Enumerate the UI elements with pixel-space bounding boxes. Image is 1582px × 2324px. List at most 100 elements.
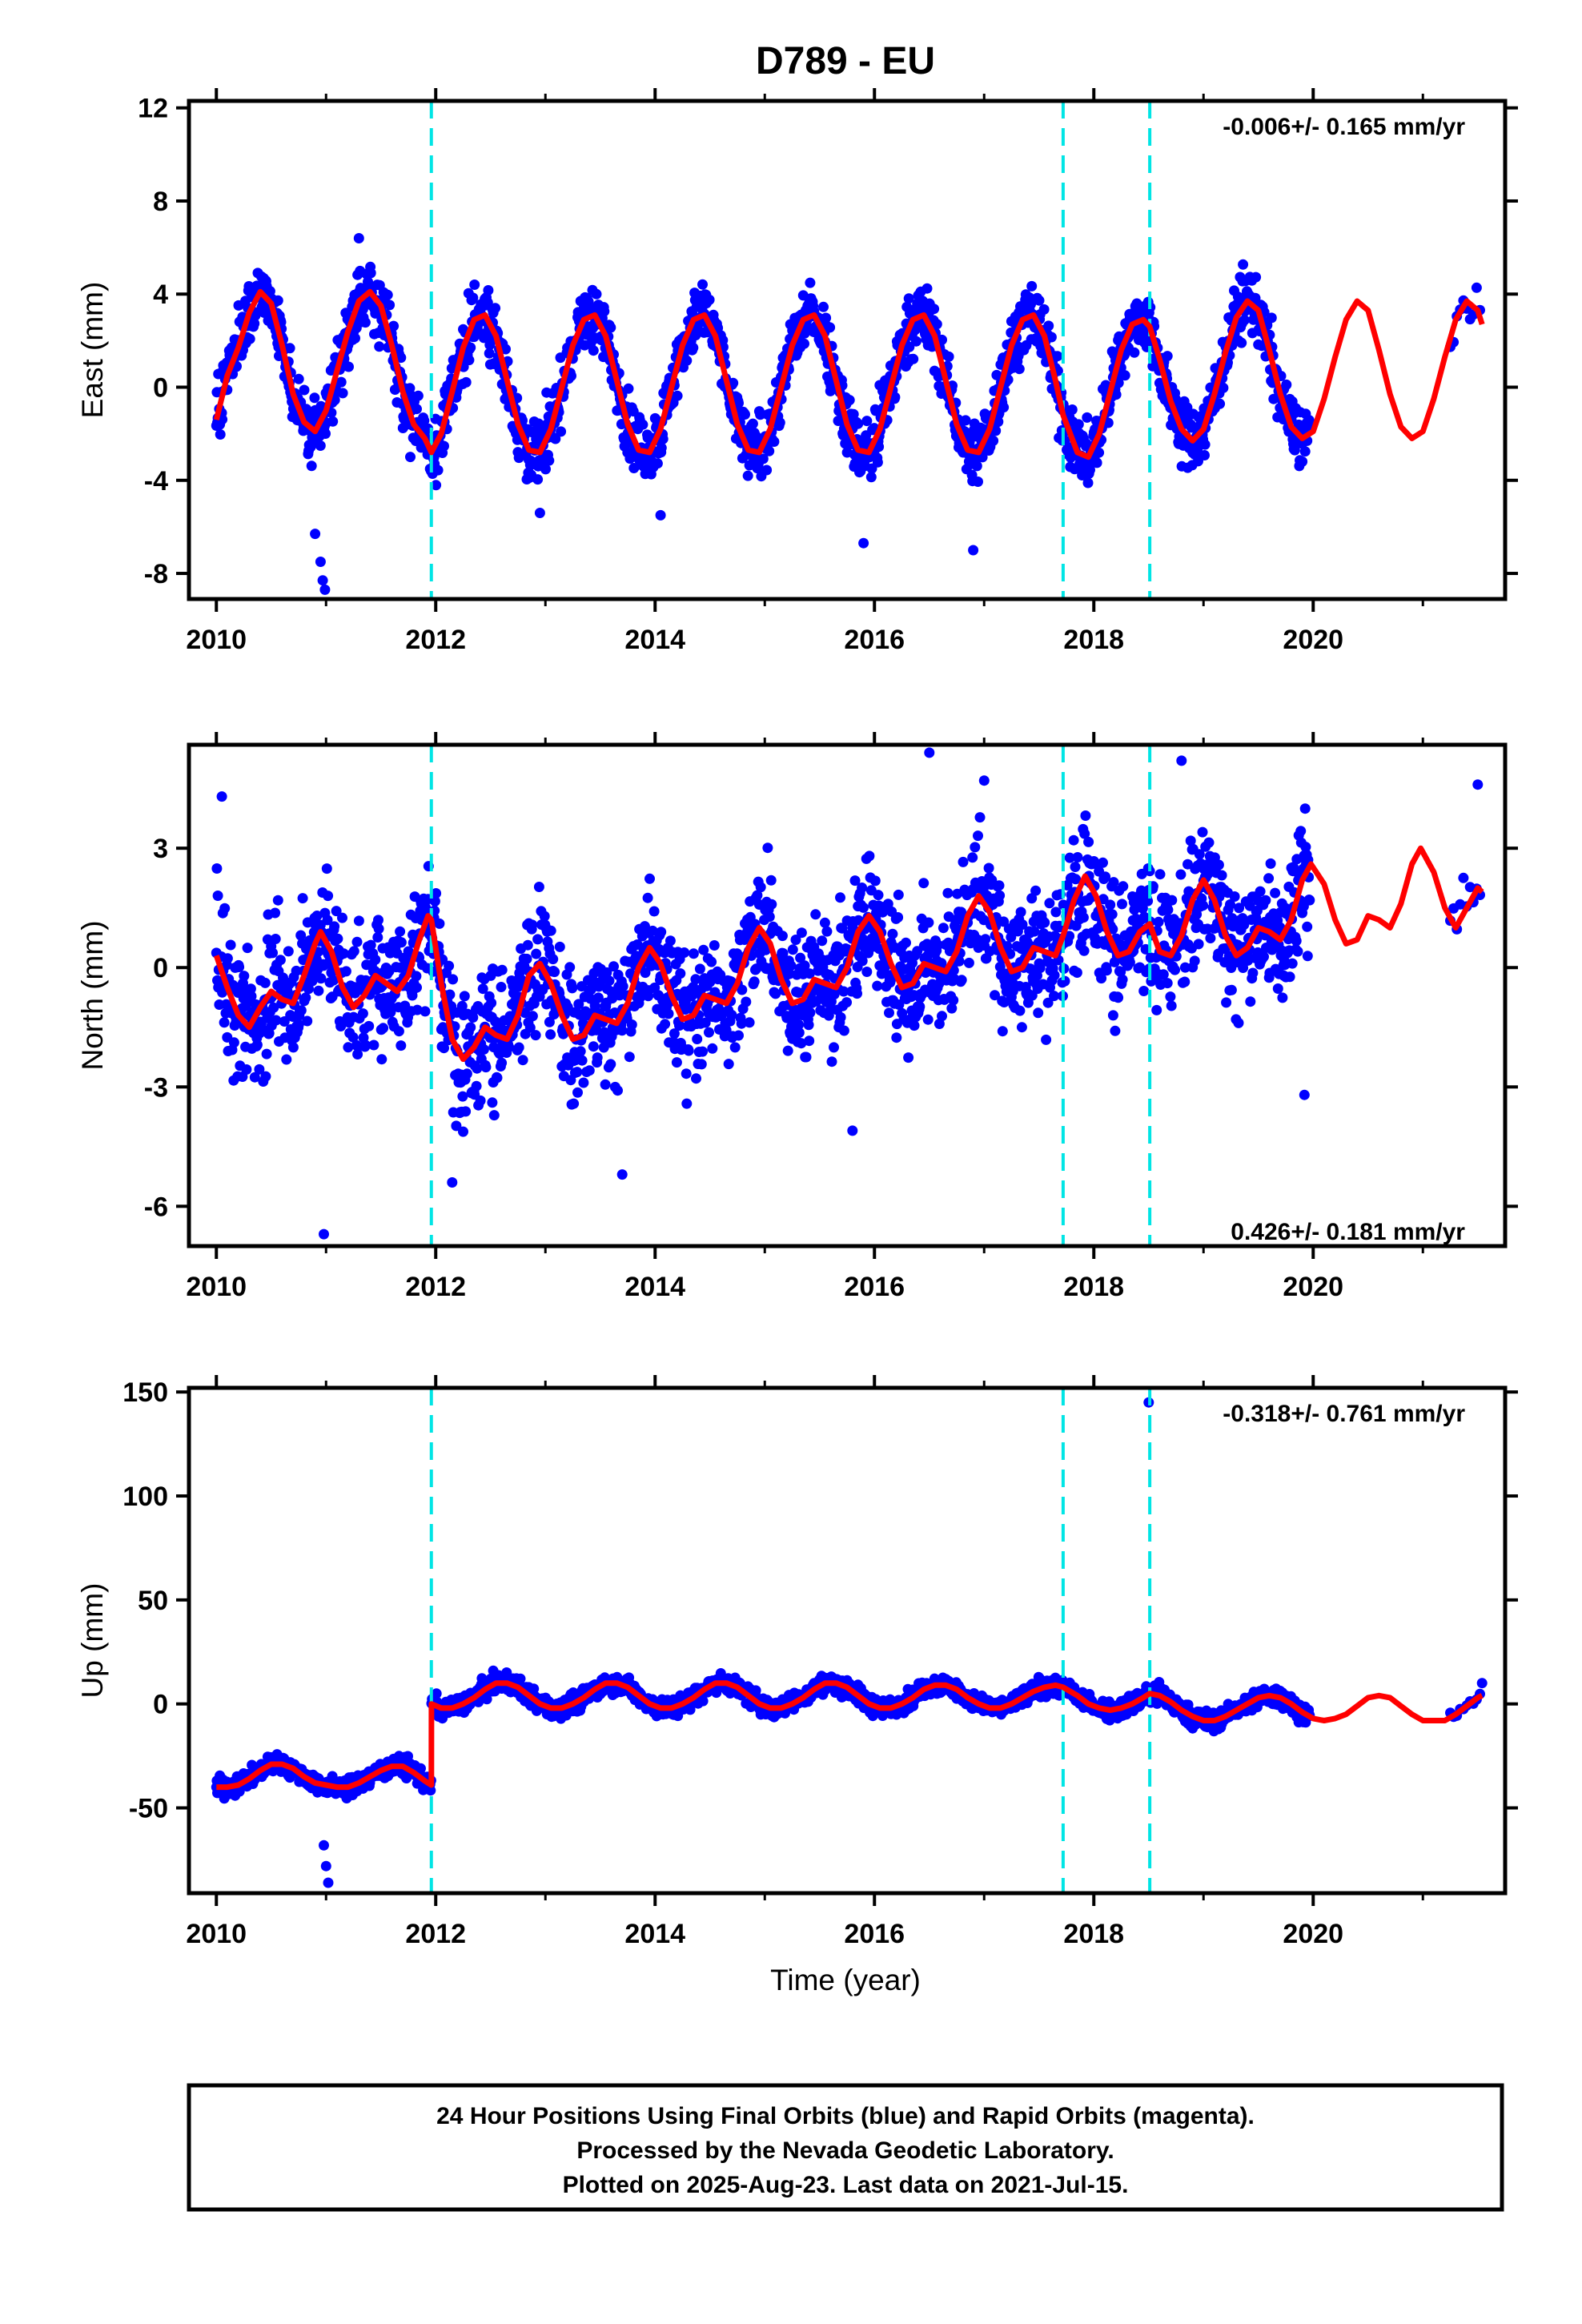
data-point <box>242 943 253 954</box>
data-point <box>1041 1034 1052 1045</box>
data-point <box>1213 859 1224 870</box>
data-point <box>1138 986 1150 996</box>
data-point <box>393 1026 404 1037</box>
outlier-point <box>319 584 331 595</box>
data-point <box>1226 984 1237 995</box>
data-point <box>1068 834 1079 846</box>
data-point <box>990 990 1000 1001</box>
outlier-point <box>447 1177 458 1188</box>
data-point <box>1458 872 1469 883</box>
data-point <box>825 322 836 333</box>
data-point <box>412 404 422 415</box>
data-point <box>1072 852 1083 862</box>
data-point <box>797 290 809 301</box>
data-point <box>777 931 788 942</box>
data-point <box>852 988 862 999</box>
data-point <box>545 925 556 936</box>
plot-area <box>211 101 1485 599</box>
data-point <box>550 433 561 444</box>
y-axis-title: East (mm) <box>76 282 109 419</box>
data-point <box>1183 886 1195 897</box>
data-point <box>1071 967 1082 978</box>
data-point <box>1302 921 1313 932</box>
data-point <box>451 1120 462 1132</box>
data-point <box>496 964 508 975</box>
data-point <box>584 1065 595 1076</box>
x-tick-label: 2014 <box>624 1272 685 1302</box>
outlier-point <box>616 1169 628 1180</box>
data-point <box>431 888 442 899</box>
data-point <box>532 934 544 945</box>
data-point <box>765 875 777 886</box>
data-point <box>486 997 497 1008</box>
data-point <box>1239 315 1250 326</box>
y-tick-label: 3 <box>153 834 168 864</box>
data-point <box>761 464 773 476</box>
data-point <box>475 1095 486 1106</box>
data-point <box>350 332 360 344</box>
data-point <box>922 1014 934 1025</box>
data-point <box>1185 835 1196 846</box>
data-point <box>692 1034 703 1044</box>
data-point <box>1096 973 1107 984</box>
y-tick-label: 0 <box>153 373 168 404</box>
data-point <box>1166 895 1178 906</box>
data-point <box>1079 828 1090 839</box>
data-point <box>588 345 599 356</box>
data-point <box>1239 919 1250 931</box>
data-point <box>821 926 833 937</box>
data-point <box>1038 304 1050 315</box>
data-point <box>1191 909 1203 920</box>
data-point <box>396 937 407 948</box>
data-point <box>432 464 444 476</box>
data-point <box>983 862 994 874</box>
y-axis-title: North (mm) <box>76 920 109 1070</box>
data-point <box>697 1046 708 1057</box>
data-point <box>1197 826 1208 838</box>
data-point <box>300 992 311 1003</box>
data-point <box>338 948 349 959</box>
data-point <box>1026 299 1036 310</box>
data-point <box>416 1763 426 1774</box>
y-tick-label: -8 <box>144 559 168 589</box>
data-point <box>521 953 532 964</box>
data-point <box>420 1006 431 1017</box>
data-point <box>352 1049 363 1059</box>
data-point <box>1199 450 1210 460</box>
data-point <box>1117 974 1128 985</box>
data-point <box>872 980 883 991</box>
data-point <box>357 1008 368 1019</box>
data-point <box>1029 926 1040 937</box>
data-point <box>1471 282 1482 293</box>
data-point <box>337 388 348 399</box>
data-point <box>938 923 949 934</box>
data-point <box>353 915 364 927</box>
data-point <box>909 1020 920 1031</box>
data-point <box>841 997 852 1008</box>
data-point <box>974 812 986 823</box>
outlier-point <box>1299 1089 1310 1100</box>
data-point <box>1078 912 1089 923</box>
data-point <box>943 351 954 362</box>
outlier-point <box>655 509 666 521</box>
data-point <box>1034 963 1046 974</box>
data-point <box>1292 946 1303 957</box>
data-point <box>672 390 683 401</box>
data-point <box>612 1085 623 1096</box>
data-point <box>1017 919 1028 930</box>
data-point <box>1303 415 1315 426</box>
data-point <box>1291 935 1302 947</box>
data-point <box>884 1007 894 1019</box>
data-point <box>395 926 406 937</box>
data-point <box>810 909 821 920</box>
data-point <box>764 445 775 456</box>
data-point <box>858 902 869 913</box>
data-point <box>648 906 660 917</box>
data-point <box>1142 895 1154 907</box>
data-point <box>665 935 676 947</box>
data-point <box>1098 857 1108 868</box>
data-point <box>297 893 308 904</box>
data-point <box>642 892 653 903</box>
